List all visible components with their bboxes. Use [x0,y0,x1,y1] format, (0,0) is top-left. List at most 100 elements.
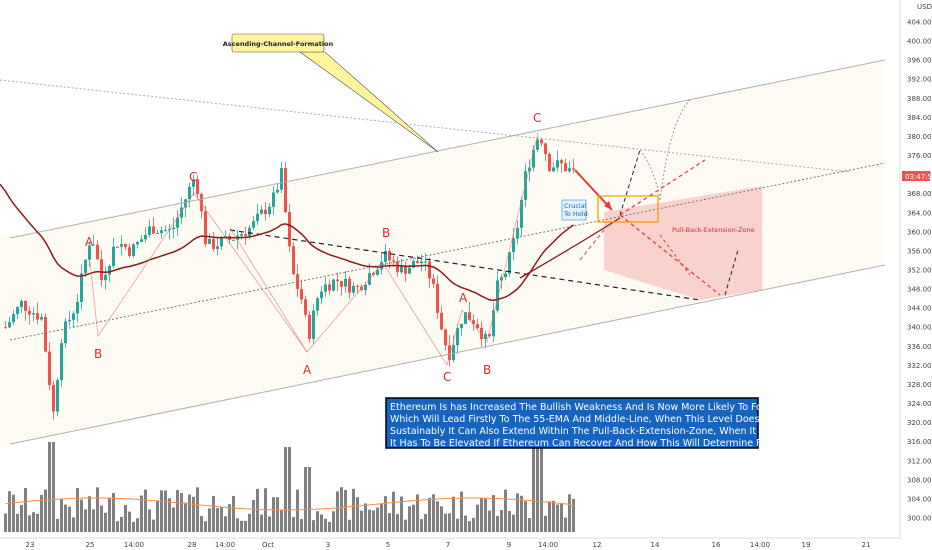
ema-projection [519,217,621,279]
volume-bar [12,494,15,532]
time-tick-label: 3 [326,541,330,549]
candle-body [204,211,207,244]
volume-bar [244,520,247,532]
candle-body [400,265,403,273]
candle-body [548,154,551,172]
volume-bar [496,515,499,532]
candle-body [376,269,379,275]
candle-body [216,246,219,250]
volume-bar [152,519,155,532]
candle-body [428,261,431,279]
candle-body [560,160,563,164]
volume-bar [460,491,463,532]
price-tick-label: 332.00 [907,362,932,370]
price-tick-label: 368.00 [907,190,932,198]
candle-body [420,261,423,264]
volume-bar [56,518,59,532]
volume-bar [492,495,495,532]
price-tick-label: 388.00 [907,95,932,103]
candle-body [52,385,55,412]
time-tick-label: 14:00 [750,541,770,549]
candle-body [452,345,455,361]
volume-bar [488,510,491,532]
candle-body [16,307,19,315]
candle-body [156,232,159,234]
volume-bar [284,447,287,532]
candle-body [364,284,367,291]
volume-average-line [5,497,574,511]
time-axis[interactable]: 23 25 14:00 28 14:00 Oct 3 5 7 9 14:00 12 14 16 14:00 1… [26,541,871,549]
volume-bar [440,506,443,532]
price-tick-label: 376.00 [907,152,932,160]
channel-fill [0,60,885,448]
volume-bar [188,494,191,532]
candle-body [4,327,7,329]
volume-bar [236,518,239,532]
candle-body [344,278,347,287]
volume-bar [308,467,311,532]
volume-bar [548,501,551,532]
candle-body [468,312,471,321]
volume-bar [376,507,379,532]
pullback-zone [604,186,762,300]
volume-bar [256,488,259,532]
volume-bar [272,497,275,532]
volume-bar [196,487,199,532]
candle-body [512,238,515,253]
candle-body [416,261,419,264]
price-axis[interactable]: 300.00 304.00 308.00 312.00 316.00 320.00 324.… [907,19,932,523]
volume-bar [4,513,7,532]
candle-body [232,239,235,241]
candle-body [544,143,547,155]
time-tick-label: 9 [507,541,511,549]
volume-bar [240,520,243,532]
candle-body [180,207,183,218]
candle-body [68,319,71,322]
candle-body [188,186,191,200]
candle-body [388,250,391,261]
volume-bar [392,491,395,532]
candle-body [456,328,459,346]
volume-bar [544,515,547,532]
time-tick-label: 23 [26,541,35,549]
volume-bar [140,495,143,532]
volume-bar [180,492,183,532]
volume-bar [516,493,519,532]
candle-body [64,321,67,344]
candle-body [132,244,135,256]
note-line-2: Which Will Lead Firstly To The 55-EMA An… [390,414,804,425]
volume-bar [500,510,503,532]
candle-body [84,259,87,274]
candle-body [56,380,59,412]
volume-bar [468,521,471,532]
candle-body [8,322,11,328]
wave-pattern-lines [89,132,539,366]
analysis-note: Ethereum Is has Increased The Bullish We… [385,397,828,449]
volume-bar [20,504,23,532]
volume-bar [228,504,231,532]
time-tick-label: 5 [386,541,390,549]
candle-body [540,139,543,144]
candle-body [112,246,115,266]
crucial-note: Crucial To Hold [561,199,588,221]
candle-body [44,317,47,352]
price-tick-label: 404.00 [907,19,932,27]
candle-body [152,226,155,234]
candle-body [92,244,95,246]
volume-bar [176,489,179,532]
volume-bar [220,507,223,532]
volume-bar [124,504,127,532]
price-tick-label: 304.00 [907,495,932,503]
volume-bar [100,505,103,532]
volume-bar [80,499,83,532]
crucial-zone-box [597,195,659,223]
candle-body [484,333,487,340]
volume-bar [68,506,71,532]
price-tick-label: 356.00 [907,247,932,255]
candle-body [164,230,167,232]
volume-bar [276,497,279,532]
volume-bar [160,490,163,532]
volume-bar [8,491,11,532]
